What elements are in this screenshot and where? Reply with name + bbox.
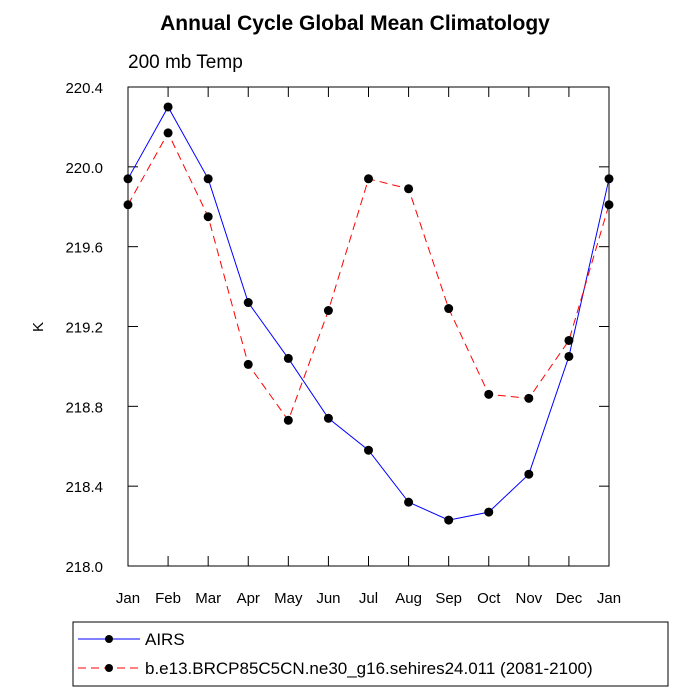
series-line-0 <box>127 105 610 521</box>
y-tick-label: 218.0 <box>65 559 103 576</box>
legend: AIRS b.e13.BRCP85C5CN.ne30_g16.sehires24… <box>72 621 669 687</box>
data-point-series-1 <box>203 212 213 222</box>
y-tick-label: 219.2 <box>65 320 103 337</box>
y-tick-label: 219.6 <box>65 240 103 257</box>
x-tick-label: Jul <box>359 590 378 607</box>
data-point-series-0 <box>364 445 373 455</box>
x-tick-label: Nov <box>515 590 542 607</box>
data-point-series-0 <box>604 174 614 184</box>
legend-label-model: b.e13.BRCP85C5CN.ne30_g16.sehires24.011 … <box>145 659 593 678</box>
data-point-series-1 <box>323 306 333 316</box>
y-tick-label: 220.0 <box>65 160 103 177</box>
data-point-series-1 <box>604 200 614 210</box>
data-point-series-0 <box>564 351 574 361</box>
data-point-series-1 <box>564 335 574 345</box>
y-tick-labels: 218.0 218.4 218.8 219.2 219.6 220.0 220.4 <box>65 80 103 576</box>
y-tick-label: 218.8 <box>65 399 103 416</box>
data-point-series-0 <box>123 174 133 184</box>
x-tick-label: Dec <box>556 590 583 607</box>
data-point-series-0 <box>404 497 414 507</box>
data-point-series-1 <box>364 174 373 184</box>
plot-frame <box>127 86 610 567</box>
chart-subtitle: 200 mb Temp <box>128 52 243 73</box>
data-point-series-1 <box>524 393 534 403</box>
data-point-series-1 <box>444 304 454 314</box>
data-point-series-1 <box>283 415 293 425</box>
y-tick-label: 218.4 <box>65 479 103 496</box>
x-tick-label: Feb <box>155 590 181 607</box>
y-tick-label: 220.4 <box>65 80 103 97</box>
data-point-series-0 <box>444 515 454 525</box>
data-point-series-0 <box>163 102 173 112</box>
data-point-series-0 <box>203 174 213 184</box>
x-tick-label: Jan <box>116 590 140 607</box>
x-tick-label: Jun <box>316 590 340 607</box>
legend-marker-model <box>105 664 113 672</box>
x-tick-label: May <box>274 590 303 607</box>
axis-ticks <box>127 86 610 567</box>
data-point-series-1 <box>123 200 133 210</box>
y-axis-label: K <box>30 322 47 332</box>
data-point-series-0 <box>524 469 534 479</box>
data-point-series-1 <box>484 389 494 399</box>
x-tick-label: Oct <box>477 590 501 607</box>
legend-label-airs: AIRS <box>145 630 185 649</box>
legend-marker-airs <box>105 635 113 643</box>
chart-title: Annual Cycle Global Mean Climatology <box>160 12 550 35</box>
data-point-series-1 <box>243 359 253 369</box>
data-point-series-0 <box>484 507 494 517</box>
x-tick-label: Jan <box>597 590 621 607</box>
data-point-series-1 <box>163 128 173 138</box>
x-tick-label: Aug <box>395 590 422 607</box>
x-tick-label: Mar <box>195 590 221 607</box>
data-point-series-1 <box>404 184 414 194</box>
x-tick-label: Sep <box>435 590 462 607</box>
series-group <box>123 102 614 525</box>
x-tick-labels: Jan Feb Mar Apr May Jun Jul Aug Sep Oct Nov Dec Jan <box>116 590 621 607</box>
data-point-series-0 <box>243 298 253 308</box>
legend-box <box>72 621 669 687</box>
x-tick-label: Apr <box>237 590 260 607</box>
data-point-series-0 <box>323 413 333 423</box>
data-point-series-0 <box>283 353 293 363</box>
